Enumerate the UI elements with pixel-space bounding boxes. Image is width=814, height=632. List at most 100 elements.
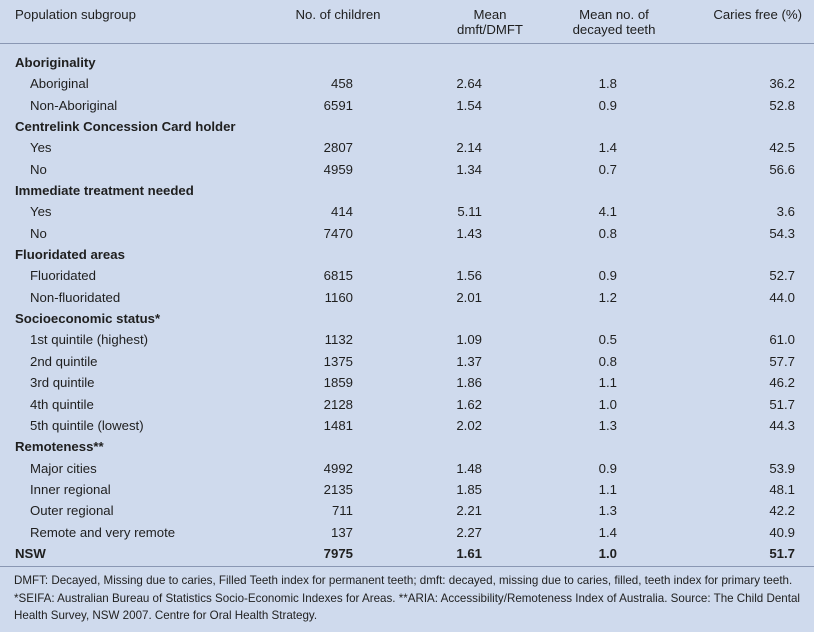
group-heading-row: Centrelink Concession Card holder bbox=[0, 116, 814, 137]
cell-caries-free: 42.5 bbox=[769, 140, 795, 156]
cell-caries-free: 52.8 bbox=[769, 97, 795, 113]
cell-mean-dmft: 1.48 bbox=[456, 460, 482, 476]
group-heading-row: Immediate treatment needed bbox=[0, 180, 814, 201]
table-row: No 4959 1.34 0.7 56.6 bbox=[0, 159, 814, 180]
row-label: NSW bbox=[15, 545, 46, 561]
cell-caries-free: 46.2 bbox=[769, 375, 795, 391]
cell-mean-dmft: 1.61 bbox=[456, 545, 482, 561]
table-row: Non-fluoridated 1160 2.01 1.2 44.0 bbox=[0, 287, 814, 308]
table-row: Inner regional 2135 1.85 1.1 48.1 bbox=[0, 479, 814, 500]
cell-caries-free: 57.7 bbox=[769, 353, 795, 369]
cell-caries-free: 48.1 bbox=[769, 481, 795, 497]
row-label: Aboriginal bbox=[30, 76, 89, 92]
group-heading-row: Remoteness** bbox=[0, 436, 814, 457]
cell-mean-dmft: 1.34 bbox=[456, 161, 482, 177]
table-body: Aboriginality Aboriginal 458 2.64 1.8 36.2 Non… bbox=[0, 52, 814, 564]
cell-no-of-children: 1160 bbox=[324, 289, 353, 305]
cell-no-of-children: 1375 bbox=[323, 353, 353, 369]
row-label: No bbox=[30, 161, 47, 177]
row-label: Centrelink Concession Card holder bbox=[15, 119, 236, 135]
header-mean-dmft-line1: Mean bbox=[473, 7, 507, 22]
cell-mean-decayed: 1.4 bbox=[598, 140, 617, 156]
cell-no-of-children: 4959 bbox=[323, 161, 353, 177]
cell-no-of-children: 7975 bbox=[323, 545, 353, 561]
table-row: Outer regional 711 2.21 1.3 42.2 bbox=[0, 500, 814, 521]
cell-mean-decayed: 0.8 bbox=[598, 353, 617, 369]
cell-caries-free: 3.6 bbox=[776, 204, 795, 220]
header-no-of-children: No. of children bbox=[295, 7, 381, 22]
cell-mean-dmft: 1.43 bbox=[456, 225, 482, 241]
row-label: Remoteness** bbox=[15, 439, 104, 455]
cell-no-of-children: 2807 bbox=[323, 140, 353, 156]
cell-mean-dmft: 2.21 bbox=[456, 503, 482, 519]
cell-mean-decayed: 1.1 bbox=[598, 481, 617, 497]
cell-mean-dmft: 1.62 bbox=[456, 396, 482, 412]
cell-mean-dmft: 2.02 bbox=[456, 417, 482, 433]
row-label: 2nd quintile bbox=[30, 353, 98, 369]
table-row: 5th quintile (lowest) 1481 2.02 1.3 44.3 bbox=[0, 415, 814, 436]
cell-mean-dmft: 1.86 bbox=[456, 375, 482, 391]
cell-mean-decayed: 1.3 bbox=[598, 417, 617, 433]
cell-no-of-children: 7470 bbox=[323, 225, 353, 241]
cell-no-of-children: 137 bbox=[330, 524, 353, 540]
cell-mean-decayed: 0.9 bbox=[598, 97, 617, 113]
cell-mean-decayed: 1.8 bbox=[598, 76, 617, 92]
cell-no-of-children: 4992 bbox=[323, 460, 353, 476]
cell-mean-dmft: 1.37 bbox=[456, 353, 482, 369]
cell-mean-decayed: 1.4 bbox=[598, 524, 617, 540]
cell-caries-free: 54.3 bbox=[769, 225, 795, 241]
cell-no-of-children: 6815 bbox=[323, 268, 353, 284]
row-label: No bbox=[30, 225, 47, 241]
cell-mean-dmft: 1.54 bbox=[456, 97, 482, 113]
cell-caries-free: 51.7 bbox=[769, 396, 795, 412]
row-label: Non-fluoridated bbox=[30, 289, 121, 305]
cell-mean-dmft: 2.01 bbox=[456, 289, 482, 305]
cell-mean-decayed: 1.2 bbox=[598, 289, 617, 305]
header-population-subgroup: Population subgroup bbox=[15, 7, 136, 22]
table-row: 2nd quintile 1375 1.37 0.8 57.7 bbox=[0, 351, 814, 372]
table-row: Major cities 4992 1.48 0.9 53.9 bbox=[0, 458, 814, 479]
row-label: Socioeconomic status* bbox=[15, 311, 161, 327]
cell-caries-free: 36.2 bbox=[769, 76, 795, 92]
group-heading-row: Fluoridated areas bbox=[0, 244, 814, 265]
row-label: Fluoridated bbox=[30, 268, 96, 284]
header-mean-decayed-line1: Mean no. of bbox=[579, 7, 649, 22]
row-label: Inner regional bbox=[30, 481, 111, 497]
cell-mean-dmft: 2.64 bbox=[456, 76, 482, 92]
cell-no-of-children: 458 bbox=[330, 76, 353, 92]
cell-caries-free: 56.6 bbox=[769, 161, 795, 177]
header-mean-decayed-line2: decayed teeth bbox=[572, 22, 656, 37]
cell-caries-free: 40.9 bbox=[769, 524, 795, 540]
cell-mean-decayed: 4.1 bbox=[598, 204, 617, 220]
cell-no-of-children: 414 bbox=[330, 204, 353, 220]
header-caries-free: Caries free (%) bbox=[713, 7, 802, 22]
row-label: 3rd quintile bbox=[30, 375, 95, 391]
table-row: Yes 2807 2.14 1.4 42.5 bbox=[0, 137, 814, 158]
cell-caries-free: 51.7 bbox=[769, 545, 795, 561]
footer-rule bbox=[0, 566, 814, 567]
cell-mean-dmft: 1.09 bbox=[456, 332, 482, 348]
header-mean-decayed: Mean no. of decayed teeth bbox=[548, 7, 680, 37]
table-row: Aboriginal 458 2.64 1.8 36.2 bbox=[0, 73, 814, 94]
header-mean-dmft: Mean dmft/DMFT bbox=[440, 7, 540, 37]
table-row: Yes 414 5.11 4.1 3.6 bbox=[0, 201, 814, 222]
row-label: Yes bbox=[30, 140, 52, 156]
cell-mean-decayed: 0.8 bbox=[598, 225, 617, 241]
header-mean-dmft-line2: dmft/DMFT bbox=[457, 22, 523, 37]
cell-no-of-children: 1132 bbox=[324, 332, 353, 348]
table-row: Fluoridated 6815 1.56 0.9 52.7 bbox=[0, 265, 814, 286]
row-label: Immediate treatment needed bbox=[15, 183, 194, 199]
row-label: 5th quintile (lowest) bbox=[30, 417, 144, 433]
cell-mean-decayed: 1.0 bbox=[598, 545, 617, 561]
cell-mean-decayed: 1.1 bbox=[598, 375, 617, 391]
cell-caries-free: 44.0 bbox=[769, 289, 795, 305]
cell-caries-free: 42.2 bbox=[769, 503, 795, 519]
group-heading-row: Aboriginality bbox=[0, 52, 814, 73]
cell-mean-decayed: 0.9 bbox=[598, 460, 617, 476]
total-row: NSW 7975 1.61 1.0 51.7 bbox=[0, 543, 814, 564]
cell-caries-free: 52.7 bbox=[769, 268, 795, 284]
cell-mean-decayed: 0.5 bbox=[598, 332, 617, 348]
table-row: 4th quintile 2128 1.62 1.0 51.7 bbox=[0, 394, 814, 415]
cell-no-of-children: 1481 bbox=[323, 417, 353, 433]
